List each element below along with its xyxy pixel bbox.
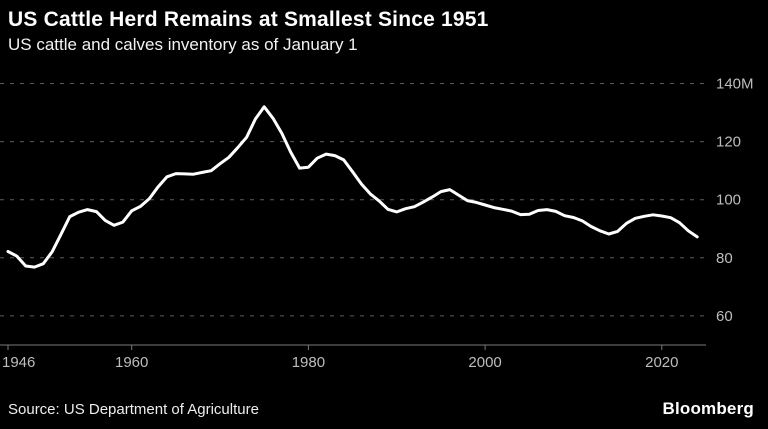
y-tick-label: 80 <box>716 250 733 267</box>
y-tick-label: 60 <box>716 308 733 325</box>
y-tick-label: 100 <box>716 192 741 209</box>
series-line <box>6 105 699 269</box>
line-chart: 60 80 100 120 140M 1946 1960 1980 2000 2020 <box>0 55 768 399</box>
x-tick-label: 2020 <box>645 354 678 371</box>
x-tick-label: 1960 <box>115 354 148 371</box>
x-tick-label: 1946 <box>2 354 35 371</box>
chart-title: US Cattle Herd Remains at Smallest Since… <box>8 8 489 31</box>
y-tick-label: 120 <box>716 134 741 151</box>
line-chart-svg: 60 80 100 120 140M 1946 1960 1980 2000 2020 <box>0 76 754 371</box>
x-tick-label: 1980 <box>292 354 325 371</box>
chart-subtitle: US cattle and calves inventory as of Jan… <box>8 35 358 54</box>
source-note: Source: US Department of Agriculture <box>8 401 259 418</box>
chart-header: US Cattle Herd Remains at Smallest Since… <box>0 0 768 55</box>
y-tick-label: 140M <box>716 76 754 93</box>
bloomberg-logo: Bloomberg <box>662 399 754 418</box>
x-tick-label: 2000 <box>468 354 501 371</box>
chart-footer: Source: US Department of Agriculture Blo… <box>0 399 768 429</box>
